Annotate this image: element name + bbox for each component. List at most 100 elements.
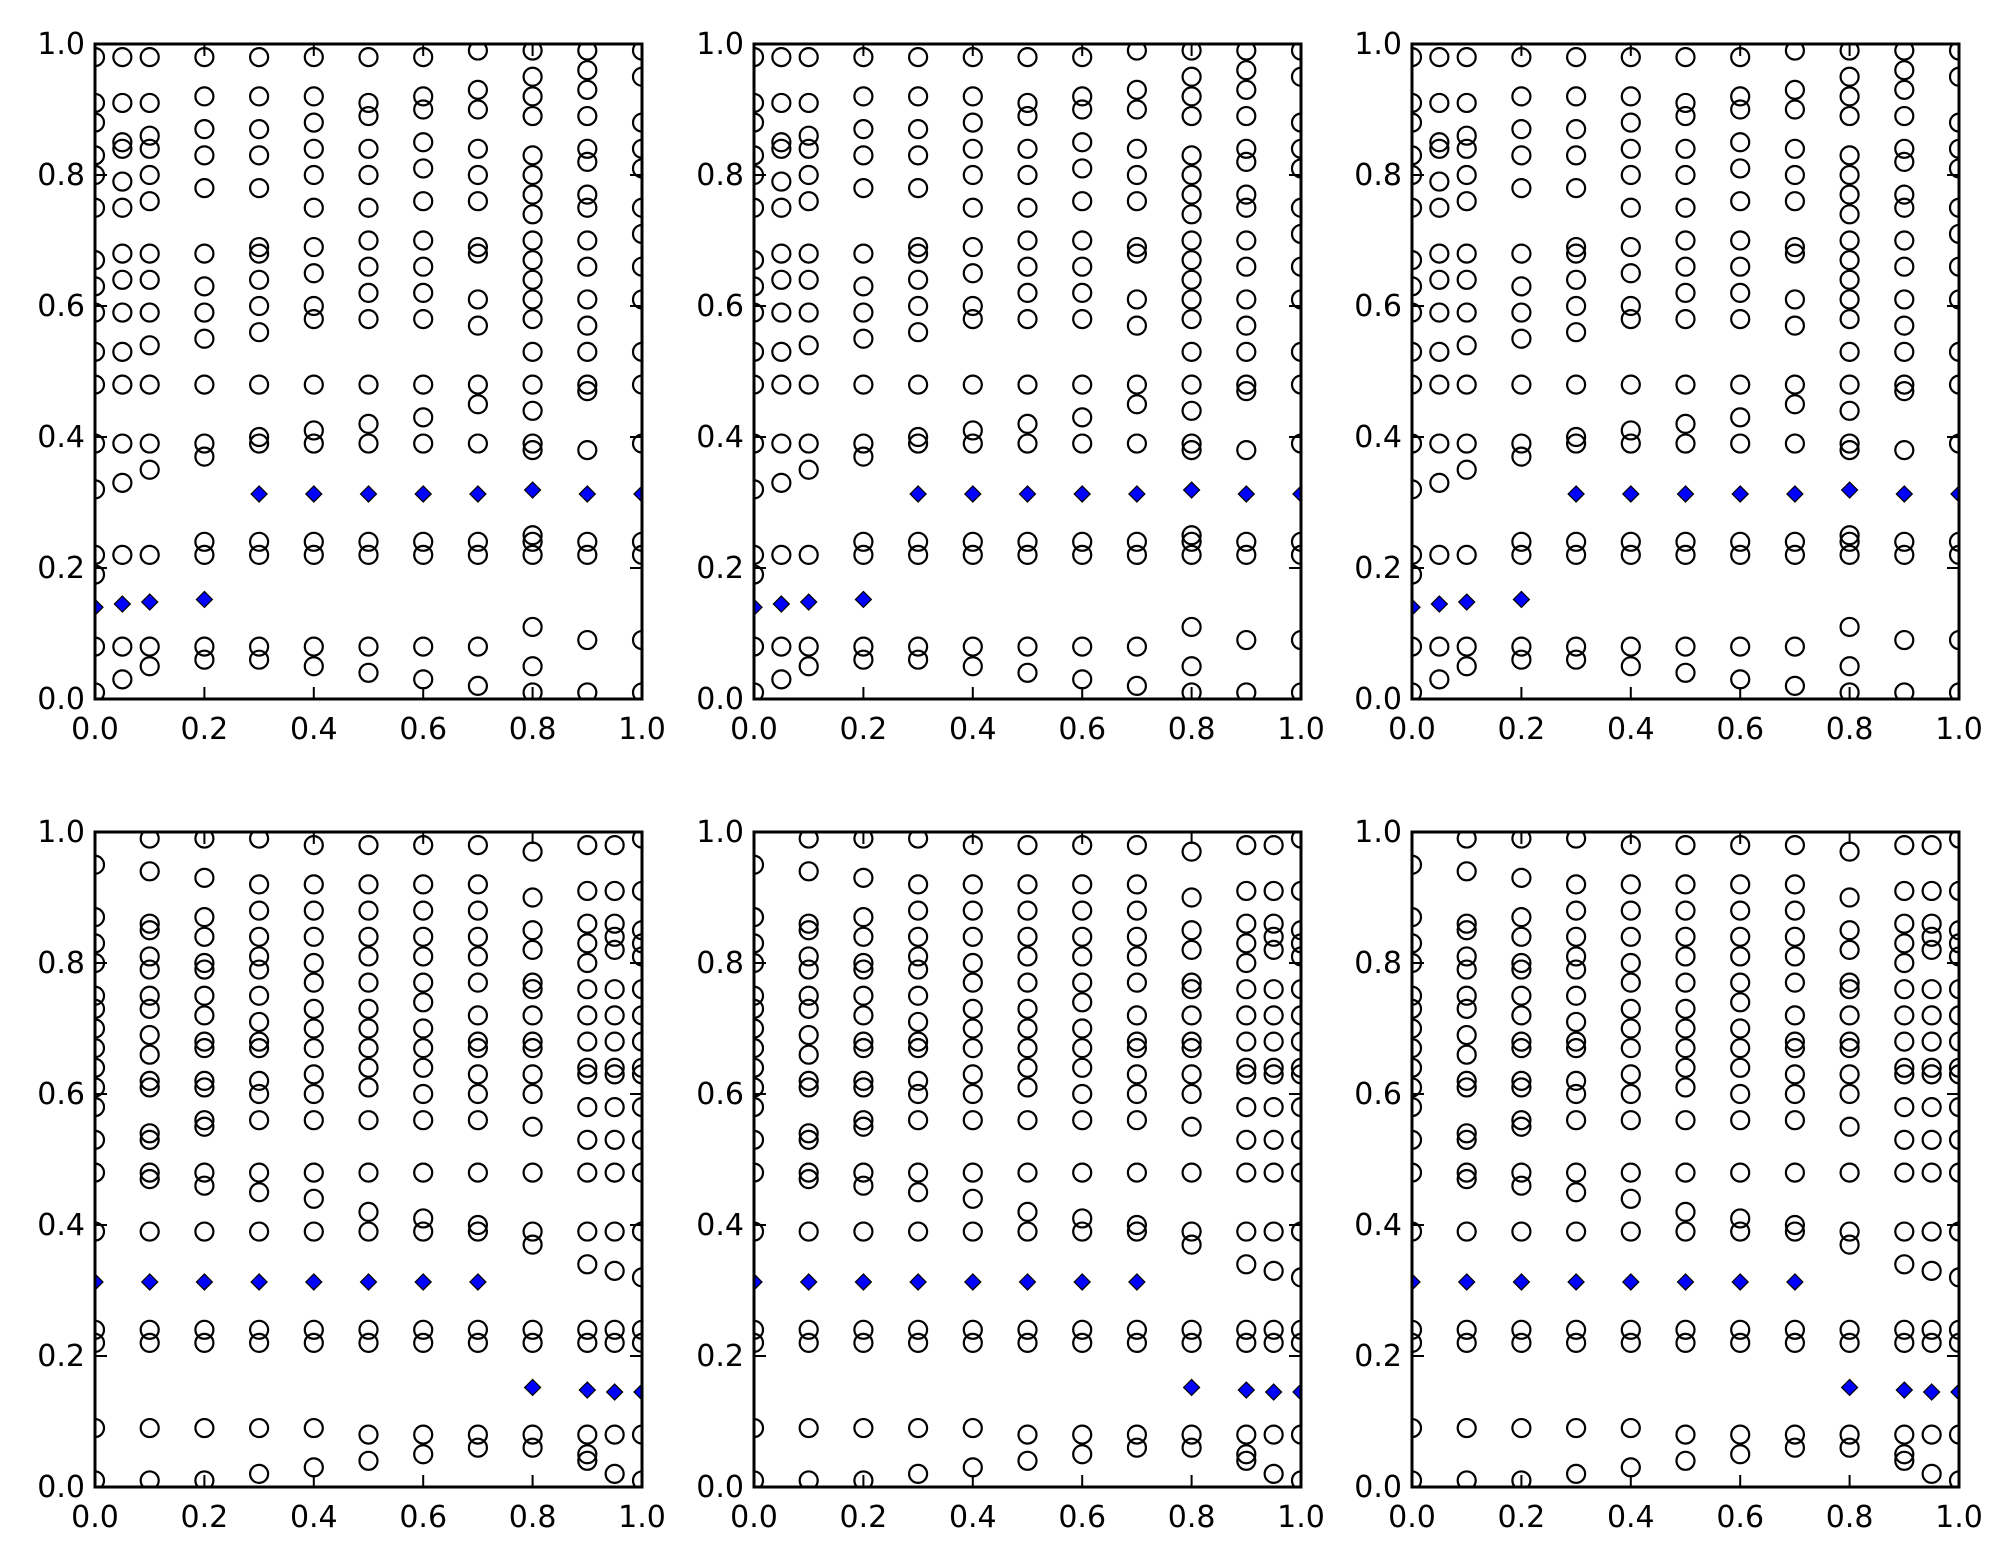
scatter-point	[577, 79, 598, 100]
scatter-point	[604, 1162, 625, 1183]
scatter-point	[1565, 636, 1587, 657]
scatter-point	[467, 243, 488, 264]
scatter-point	[1412, 197, 1423, 218]
scatter-point	[1181, 682, 1202, 699]
scatter-point	[962, 1332, 983, 1354]
scatter-point	[631, 66, 642, 87]
scatter-point	[1839, 400, 1860, 421]
scatter-point	[1181, 1031, 1202, 1052]
scatter-point	[467, 315, 488, 336]
scatter-point	[1948, 1031, 1959, 1052]
scatter-point	[798, 269, 819, 290]
scatter-point	[577, 952, 598, 974]
scatter-point	[962, 1110, 983, 1131]
scatter-point	[1565, 900, 1587, 921]
scatter-point	[754, 933, 765, 954]
scatter-point	[1412, 92, 1423, 114]
scatter-point	[1181, 309, 1202, 330]
diamond-point	[754, 598, 763, 617]
scatter-point	[853, 985, 874, 1006]
scatter-point	[1511, 1038, 1532, 1059]
scatter-point	[1784, 1319, 1806, 1340]
scatter-point	[194, 1110, 215, 1131]
scatter-point	[771, 92, 792, 114]
scatter-point	[249, 145, 270, 166]
scatter-point	[358, 1221, 379, 1242]
scatter-point	[1072, 669, 1093, 690]
scatter-point	[522, 544, 543, 566]
scatter-point	[1948, 544, 1959, 565]
scatter-point	[1263, 1057, 1284, 1078]
diamond-point	[1128, 485, 1146, 503]
scatter-point	[1017, 282, 1038, 303]
scatter-point	[577, 629, 598, 651]
scatter-point	[1236, 952, 1257, 974]
scatter-point	[1620, 374, 1641, 395]
scatter-point	[577, 151, 598, 172]
scatter-point	[907, 985, 929, 1006]
scatter-point	[1894, 230, 1915, 251]
scatter-point	[1126, 1064, 1148, 1085]
scatter-point	[1730, 1208, 1751, 1229]
scatter-point	[907, 926, 929, 947]
scatter-point	[631, 197, 642, 218]
diamond-point	[1922, 1383, 1941, 1401]
scatter-point	[1839, 1319, 1860, 1340]
scatter-point	[303, 86, 324, 107]
scatter-point	[1236, 440, 1257, 461]
scatter-point	[467, 1038, 488, 1059]
scatter-point	[358, 164, 379, 186]
scatter-point	[1675, 256, 1696, 277]
scatter-point	[1456, 656, 1477, 677]
scatter-point	[1290, 1332, 1301, 1353]
scatter-point	[1839, 939, 1860, 961]
scatter-point	[1784, 1038, 1806, 1059]
scatter-point	[1072, 158, 1093, 179]
scatter-point	[1894, 289, 1915, 310]
scatter-point	[1412, 250, 1423, 271]
scatter-point	[358, 138, 379, 159]
scatter-point	[194, 1038, 215, 1059]
scatter-point	[1894, 933, 1915, 954]
x-tick-label: 0.8	[1168, 1500, 1216, 1535]
scatter-point	[413, 992, 434, 1013]
scatter-point	[1072, 992, 1093, 1013]
scatter-point	[1894, 440, 1915, 461]
y-tick-label: 0.8	[696, 946, 744, 981]
subplot-1: 0.0 0.2 0.4 0.6 0.8 1.0 0.0 0.2 0.4 0.6 0.8 1.0	[37, 27, 666, 747]
scatter-point	[1894, 834, 1915, 856]
scatter-point	[358, 92, 379, 114]
scatter-point	[1017, 544, 1038, 566]
scatter-point	[1429, 171, 1450, 192]
scatter-point	[1181, 184, 1202, 205]
scatter-point	[1181, 920, 1202, 941]
scatter-point	[522, 887, 543, 908]
scatter-point	[1429, 341, 1450, 362]
scatter-point	[467, 1064, 488, 1085]
scatter-point	[1290, 1031, 1301, 1052]
scatter-point	[1263, 1005, 1284, 1026]
scatter-point	[303, 263, 324, 284]
scatter-point	[1236, 1064, 1257, 1085]
diamond-point	[963, 485, 982, 503]
scatter-point	[771, 138, 792, 159]
scatter-point	[754, 1057, 765, 1078]
scatter-point	[194, 1005, 215, 1026]
scatter-point	[962, 1162, 983, 1183]
scatter-point	[577, 374, 598, 395]
scatter-point	[194, 544, 215, 566]
scatter-point	[194, 433, 215, 454]
scatter-point	[1948, 289, 1959, 310]
scatter-point	[1620, 164, 1641, 186]
scatter-point	[1839, 86, 1860, 107]
scatter-point	[798, 1319, 819, 1340]
scatter-point	[631, 544, 642, 565]
diamond-point	[140, 1273, 159, 1291]
scatter-point	[1429, 433, 1450, 454]
scatter-point	[907, 86, 929, 107]
scatter-point	[1072, 1319, 1093, 1340]
scatter-point	[1072, 256, 1093, 277]
scatter-point	[631, 1162, 642, 1183]
scatter-point	[522, 289, 543, 310]
scatter-point	[1456, 1123, 1477, 1144]
